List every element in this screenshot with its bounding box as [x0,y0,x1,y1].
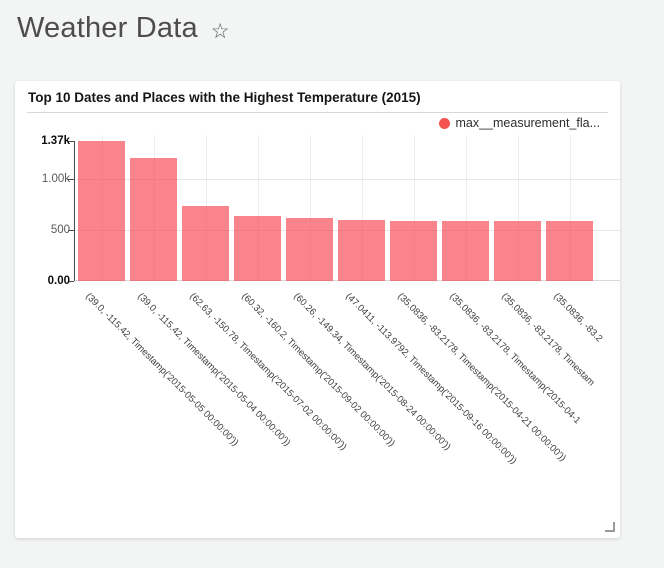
resize-grip-icon[interactable] [605,522,615,532]
bar[interactable] [494,220,541,281]
v-gridline [309,135,311,281]
v-gridline [257,135,259,281]
x-tick-label: (35.0836, -83.2 [551,291,605,345]
y-tick-label: 500 [50,223,70,236]
page-header: Weather Data [17,12,230,45]
y-axis-line [74,141,75,281]
y-tick-label: 0.00 [47,275,70,287]
bar[interactable] [130,158,177,281]
bar[interactable] [442,220,489,281]
bar[interactable] [234,215,281,281]
title-divider [27,112,608,113]
y-tick-label: 1.37k [41,135,70,147]
legend-swatch-icon [439,117,451,129]
chart-card: Top 10 Dates and Places with the Highest… [15,81,620,538]
y-tick [68,229,74,231]
v-gridline [361,135,363,281]
y-tick [68,178,74,180]
x-tick-label: (35.0836, -83.2178, Timestam [499,291,597,389]
v-gridline [517,135,519,281]
star-icon[interactable] [211,21,230,42]
v-gridline [413,135,415,281]
chart-title: Top 10 Dates and Places with the Highest… [28,90,421,105]
legend-item[interactable]: max__measurement_fla... [439,116,600,130]
y-tick [68,141,74,142]
page-title: Weather Data [17,12,198,44]
y-tick [68,281,74,282]
v-gridline [465,135,467,281]
bar[interactable] [390,220,437,281]
bar[interactable] [182,206,229,281]
legend-label: max__measurement_fla... [455,116,600,130]
plot-area [68,135,620,282]
bar[interactable] [546,220,593,281]
v-gridline [569,135,571,281]
x-tick-label: (47.0411, -113.9792, Timestamp('2015-09-… [343,291,519,467]
bar[interactable] [338,219,385,281]
bar[interactable] [286,217,333,281]
h-gridline [75,178,620,180]
bar[interactable] [78,141,125,281]
y-tick-label: 1.00k [41,172,70,185]
